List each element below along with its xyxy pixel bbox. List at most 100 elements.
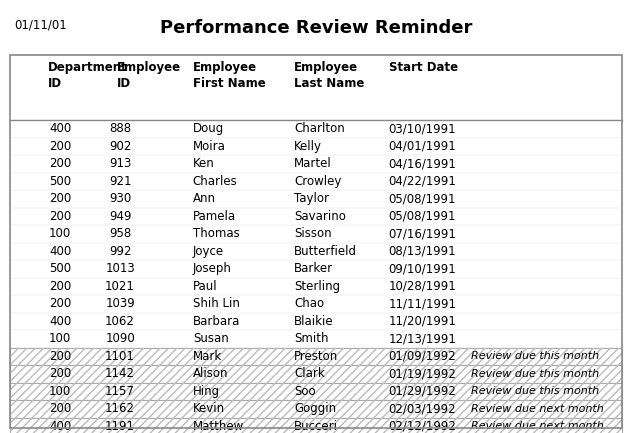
Text: Sterling: Sterling — [294, 280, 340, 293]
Text: 09/10/1991: 09/10/1991 — [389, 262, 456, 275]
Text: Barbara: Barbara — [193, 315, 240, 328]
Text: 12/13/1991: 12/13/1991 — [389, 332, 456, 345]
Text: 10/28/1991: 10/28/1991 — [389, 280, 456, 293]
Text: 01/09/1992: 01/09/1992 — [389, 350, 456, 363]
Text: Charles: Charles — [193, 175, 238, 188]
Text: 04/01/1991: 04/01/1991 — [389, 140, 456, 153]
Text: Bucceri: Bucceri — [294, 420, 338, 433]
Text: 100: 100 — [49, 385, 71, 398]
Text: Kelly: Kelly — [294, 140, 322, 153]
Text: 01/19/1992: 01/19/1992 — [389, 367, 456, 380]
Text: Start Date: Start Date — [389, 61, 458, 74]
Text: 500: 500 — [49, 262, 71, 275]
Text: Goggin: Goggin — [294, 402, 336, 415]
Text: Soo: Soo — [294, 385, 315, 398]
Text: 04/16/1991: 04/16/1991 — [389, 157, 456, 170]
Text: 07/16/1991: 07/16/1991 — [389, 227, 456, 240]
Text: 03/10/1991: 03/10/1991 — [389, 122, 456, 135]
Text: Review due this month: Review due this month — [471, 351, 599, 361]
Text: Smith: Smith — [294, 332, 329, 345]
Text: 888: 888 — [109, 122, 131, 135]
Text: Thomas: Thomas — [193, 227, 240, 240]
Text: 1162: 1162 — [105, 402, 135, 415]
Text: 200: 200 — [49, 210, 71, 223]
Bar — [10, 348, 622, 365]
Text: Sisson: Sisson — [294, 227, 332, 240]
Text: 02/03/1992: 02/03/1992 — [389, 402, 456, 415]
Text: 01/11/01: 01/11/01 — [14, 18, 67, 31]
Text: 05/08/1991: 05/08/1991 — [389, 210, 456, 223]
Text: Alison: Alison — [193, 367, 228, 380]
Text: 400: 400 — [49, 315, 71, 328]
Text: 1062: 1062 — [105, 315, 135, 328]
Bar — [10, 382, 622, 400]
Text: 100: 100 — [49, 227, 71, 240]
Text: Employee
ID: Employee ID — [117, 61, 181, 90]
Text: Review due next month: Review due next month — [471, 421, 604, 431]
Text: 200: 200 — [49, 350, 71, 363]
Text: 902: 902 — [109, 140, 131, 153]
Text: 1191: 1191 — [105, 420, 135, 433]
Text: Barker: Barker — [294, 262, 333, 275]
Text: Crowley: Crowley — [294, 175, 341, 188]
Text: 200: 200 — [49, 280, 71, 293]
Text: Kevin: Kevin — [193, 402, 225, 415]
Text: 200: 200 — [49, 402, 71, 415]
Text: Preston: Preston — [294, 350, 338, 363]
Text: Paul: Paul — [193, 280, 217, 293]
Text: Pamela: Pamela — [193, 210, 236, 223]
Text: Ann: Ann — [193, 192, 216, 205]
Text: Employee
First Name: Employee First Name — [193, 61, 265, 90]
Text: Blaikie: Blaikie — [294, 315, 334, 328]
Text: Matthew: Matthew — [193, 420, 244, 433]
Text: Department
ID: Department ID — [47, 61, 127, 90]
Text: 200: 200 — [49, 297, 71, 310]
Text: 04/22/1991: 04/22/1991 — [389, 175, 456, 188]
Text: Martel: Martel — [294, 157, 332, 170]
Bar — [10, 400, 622, 417]
Text: Butterfield: Butterfield — [294, 245, 357, 258]
Text: 400: 400 — [49, 420, 71, 433]
Text: Joseph: Joseph — [193, 262, 232, 275]
Bar — [10, 348, 622, 365]
Text: 200: 200 — [49, 140, 71, 153]
Text: 921: 921 — [109, 175, 131, 188]
Text: 958: 958 — [109, 227, 131, 240]
Bar — [10, 400, 622, 417]
Text: Joyce: Joyce — [193, 245, 224, 258]
Text: 200: 200 — [49, 157, 71, 170]
Text: Shih Lin: Shih Lin — [193, 297, 240, 310]
Text: 200: 200 — [49, 192, 71, 205]
Text: 949: 949 — [109, 210, 131, 223]
Bar — [10, 365, 622, 382]
Text: Review due this month: Review due this month — [471, 369, 599, 379]
Text: 11/20/1991: 11/20/1991 — [389, 315, 456, 328]
Text: Mark: Mark — [193, 350, 222, 363]
Text: 1157: 1157 — [105, 385, 135, 398]
Text: 100: 100 — [49, 332, 71, 345]
Text: 400: 400 — [49, 122, 71, 135]
Text: 913: 913 — [109, 157, 131, 170]
Text: 1090: 1090 — [105, 332, 135, 345]
Text: Review due next month: Review due next month — [471, 404, 604, 414]
Text: 01/29/1992: 01/29/1992 — [389, 385, 456, 398]
Bar — [10, 417, 622, 433]
Text: 02/12/1992: 02/12/1992 — [389, 420, 456, 433]
Text: Ken: Ken — [193, 157, 214, 170]
Text: 11/11/1991: 11/11/1991 — [389, 297, 457, 310]
Text: 500: 500 — [49, 175, 71, 188]
Text: 1101: 1101 — [105, 350, 135, 363]
Bar — [10, 55, 622, 428]
Text: Doug: Doug — [193, 122, 224, 135]
Bar — [10, 417, 622, 433]
Text: 1021: 1021 — [105, 280, 135, 293]
Text: 200: 200 — [49, 367, 71, 380]
Text: Charlton: Charlton — [294, 122, 344, 135]
Text: 992: 992 — [109, 245, 131, 258]
Text: Review due this month: Review due this month — [471, 386, 599, 396]
Bar — [10, 382, 622, 400]
Text: Taylor: Taylor — [294, 192, 329, 205]
Text: Clark: Clark — [294, 367, 325, 380]
Text: Savarino: Savarino — [294, 210, 346, 223]
Text: 08/13/1991: 08/13/1991 — [389, 245, 456, 258]
